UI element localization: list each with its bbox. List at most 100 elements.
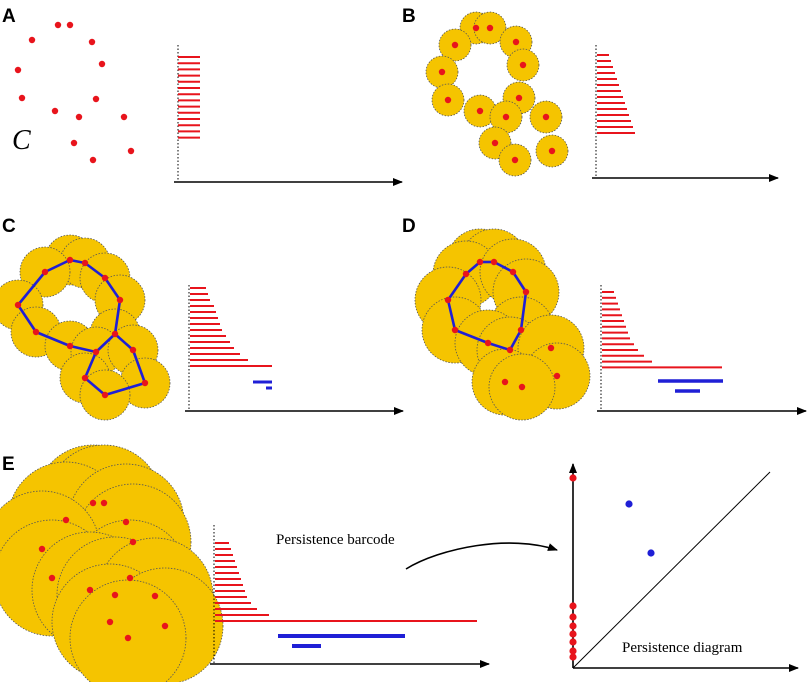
panel-d xyxy=(414,228,807,421)
panel-letter-e: E xyxy=(2,454,15,475)
data-point xyxy=(89,499,97,507)
data-point xyxy=(542,113,550,121)
complex-edge xyxy=(519,291,528,331)
data-point xyxy=(122,518,130,526)
data-point xyxy=(476,258,484,266)
data-point xyxy=(28,36,36,44)
data-point xyxy=(14,301,22,309)
diagram-diagonal xyxy=(572,471,771,669)
data-point xyxy=(490,258,498,266)
data-point xyxy=(124,634,132,642)
data-point xyxy=(126,574,134,582)
panel-e: Persistence barcode Persistence diagram xyxy=(0,444,799,682)
panel-b xyxy=(425,11,779,182)
h0-diagram-point xyxy=(569,647,577,655)
complex-edge xyxy=(454,328,489,345)
barcode-d xyxy=(597,285,807,415)
complex-edge xyxy=(487,341,511,352)
complex-edge xyxy=(511,271,528,293)
complex-edge xyxy=(114,333,134,351)
h1-diagram-point xyxy=(647,549,655,557)
data-point xyxy=(462,270,470,278)
data-point xyxy=(506,346,514,354)
data-point xyxy=(75,113,83,121)
transform-arrow xyxy=(405,542,558,570)
data-point xyxy=(486,24,494,32)
data-point xyxy=(511,156,519,164)
data-point xyxy=(519,61,527,69)
data-point xyxy=(472,24,480,32)
data-point xyxy=(476,107,484,115)
barcode-label: Persistence barcode xyxy=(276,532,395,548)
data-point xyxy=(89,156,97,164)
barcode-b xyxy=(592,45,779,182)
complex-edge xyxy=(16,271,47,306)
data-point xyxy=(106,618,114,626)
complex-edge xyxy=(16,304,38,333)
data-point xyxy=(116,296,124,304)
panel-letter-d: D xyxy=(402,216,416,237)
complex-edge xyxy=(95,333,116,353)
data-point xyxy=(512,38,520,46)
complex-edge xyxy=(493,260,514,274)
data-point xyxy=(120,113,128,121)
data-point xyxy=(32,328,40,336)
data-point xyxy=(501,378,509,386)
complex-edge xyxy=(113,299,122,335)
data-point xyxy=(522,288,530,296)
panel-letter-a: A xyxy=(2,6,16,27)
complex-edge xyxy=(84,261,106,280)
data-point xyxy=(48,574,56,582)
data-point xyxy=(151,592,159,600)
data-point xyxy=(51,107,59,115)
complex-edge xyxy=(103,277,122,301)
data-point xyxy=(100,499,108,507)
data-point xyxy=(509,268,517,276)
complex-edge xyxy=(83,351,98,379)
disk-cover-e xyxy=(0,444,224,682)
data-point xyxy=(66,256,74,264)
complex-edge xyxy=(508,329,523,351)
complex-edges-c xyxy=(16,258,147,397)
data-point xyxy=(18,94,26,102)
disk-cover-d xyxy=(414,228,591,421)
h0-diagram-point xyxy=(569,602,577,610)
point-cloud-c xyxy=(14,256,149,399)
data-point xyxy=(127,147,135,155)
complex-edge xyxy=(131,349,147,384)
data-point xyxy=(66,21,74,29)
data-point xyxy=(444,296,452,304)
data-point xyxy=(70,139,78,147)
complex-edge xyxy=(446,273,468,301)
data-point xyxy=(438,68,446,76)
complex-edge xyxy=(35,330,71,348)
data-point xyxy=(518,383,526,391)
cover-disk xyxy=(69,579,187,682)
h0-diagram-point xyxy=(569,474,577,482)
diagram-points xyxy=(569,474,655,661)
diagram-label: Persistence diagram xyxy=(622,640,743,656)
data-point xyxy=(548,147,556,155)
point-cloud-e xyxy=(38,499,169,642)
data-point xyxy=(517,326,525,334)
data-point xyxy=(444,96,452,104)
barcode-e xyxy=(210,525,490,668)
h0-diagram-point xyxy=(569,638,577,646)
complex-edge xyxy=(44,258,71,274)
disk-cover-b xyxy=(425,11,569,177)
point-cloud-label: C xyxy=(12,125,31,156)
panel-a: C xyxy=(12,21,403,186)
complex-edge xyxy=(446,299,457,331)
persistence-diagram: Persistence diagram xyxy=(569,463,799,672)
point-cloud-a xyxy=(14,21,135,164)
data-point xyxy=(161,622,169,630)
panel-letter-c: C xyxy=(2,216,16,237)
h0-diagram-point xyxy=(569,630,577,638)
data-point xyxy=(81,374,89,382)
barcode-a xyxy=(174,45,403,186)
barcode-c xyxy=(185,285,404,415)
panel-letter-b: B xyxy=(402,6,416,27)
h0-diagram-point xyxy=(569,622,577,630)
data-point xyxy=(129,346,137,354)
data-point xyxy=(515,94,523,102)
